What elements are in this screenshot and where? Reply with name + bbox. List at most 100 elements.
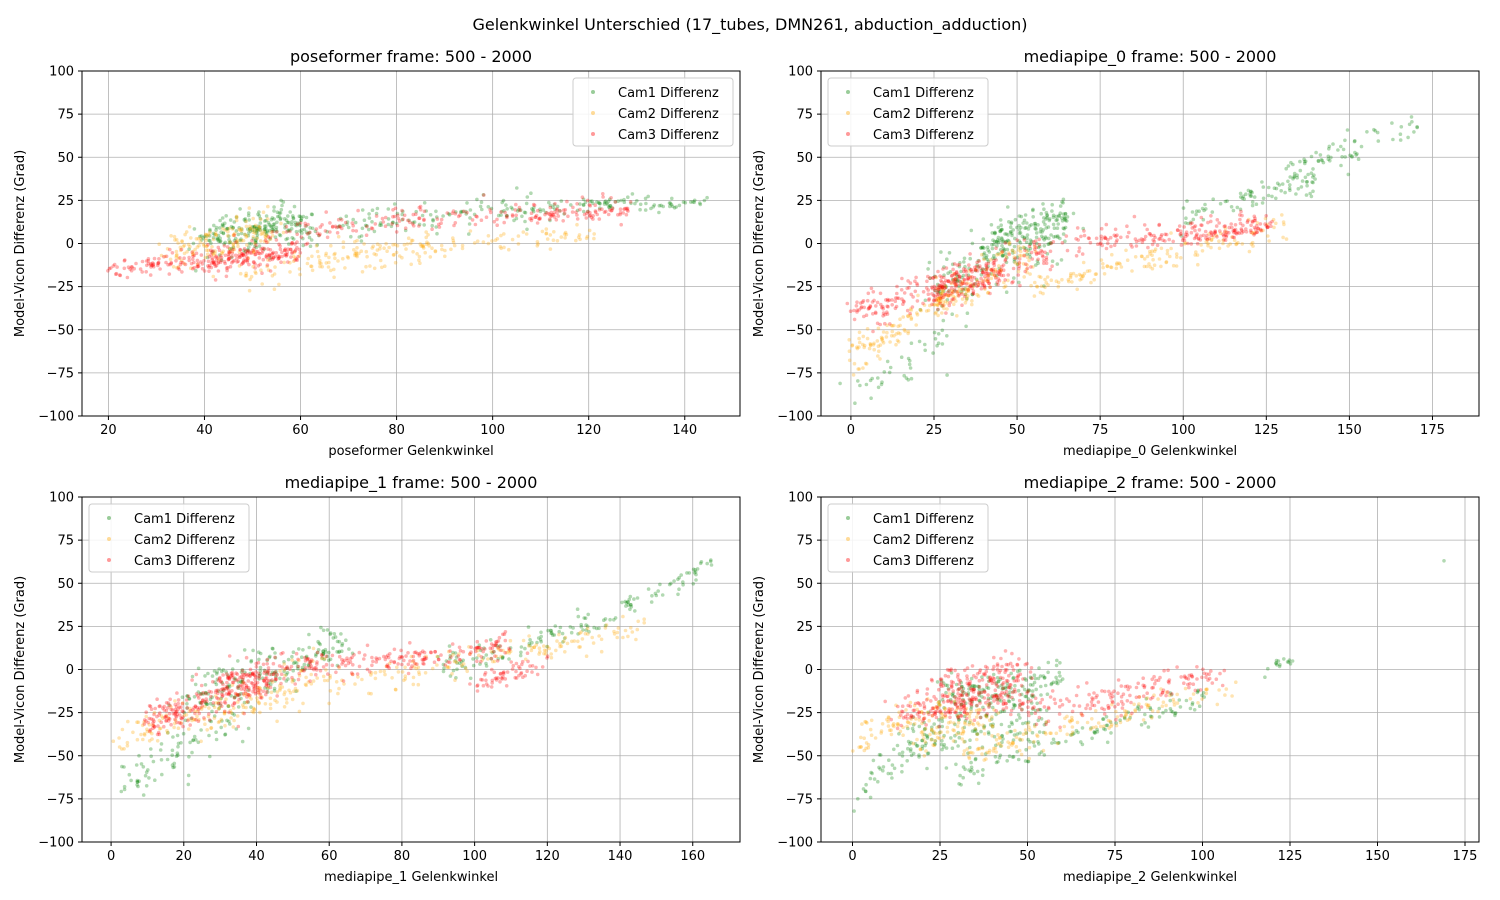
data-point: [152, 256, 157, 261]
data-point: [167, 272, 172, 276]
data-point: [268, 258, 272, 262]
data-point: [182, 243, 187, 248]
data-point: [584, 211, 589, 216]
data-point: [1140, 254, 1144, 259]
data-point: [120, 727, 125, 732]
data-point: [251, 260, 256, 264]
y-tick-label: −75: [47, 792, 74, 807]
data-point: [245, 249, 250, 253]
data-point: [499, 654, 503, 659]
data-point: [517, 673, 521, 678]
data-point: [216, 245, 221, 250]
data-point: [1304, 180, 1309, 184]
data-point: [923, 743, 927, 748]
data-point: [385, 663, 390, 667]
data-point: [276, 254, 281, 258]
data-point: [238, 271, 243, 276]
data-point: [936, 307, 940, 312]
data-point: [215, 238, 220, 242]
data-point: [267, 254, 272, 258]
data-point: [923, 348, 927, 353]
data-point: [1063, 212, 1068, 216]
data-point: [1042, 238, 1046, 242]
data-point: [315, 650, 320, 655]
data-point: [949, 286, 954, 290]
data-point: [918, 747, 923, 752]
data-point: [173, 238, 177, 242]
data-point: [192, 253, 196, 258]
data-point: [246, 726, 251, 731]
data-point: [514, 213, 518, 218]
data-point: [862, 345, 866, 350]
data-point: [692, 198, 697, 203]
data-point: [694, 578, 698, 582]
data-point: [331, 646, 335, 651]
data-point: [340, 643, 344, 648]
data-point: [1156, 709, 1160, 714]
data-point: [586, 209, 590, 214]
data-point: [265, 255, 269, 260]
data-point: [408, 659, 412, 663]
data-point: [698, 202, 703, 207]
data-point: [181, 244, 186, 249]
data-point: [191, 241, 196, 246]
data-point: [256, 660, 261, 665]
data-point: [1040, 253, 1045, 258]
data-point: [1036, 251, 1041, 255]
data-point: [571, 205, 575, 210]
data-point: [1047, 236, 1051, 241]
data-point: [214, 688, 218, 693]
data-point: [548, 212, 552, 217]
data-point: [878, 357, 882, 361]
data-point: [1327, 147, 1331, 151]
data-point: [367, 216, 372, 220]
data-point: [1200, 697, 1204, 701]
data-point: [1048, 241, 1053, 245]
data-point: [282, 260, 287, 265]
data-point: [861, 334, 866, 339]
data-point: [187, 255, 191, 260]
data-point: [225, 226, 230, 231]
data-point: [539, 639, 543, 644]
data-point: [934, 298, 938, 302]
x-axis-label: mediapipe_0 Gelenkwinkel: [1063, 444, 1237, 459]
data-point: [537, 646, 542, 650]
data-point: [1030, 730, 1035, 735]
data-point: [646, 587, 651, 591]
data-point: [270, 233, 275, 238]
data-point: [1009, 229, 1013, 234]
data-point: [314, 668, 319, 672]
data-point: [1088, 727, 1093, 732]
data-point: [518, 653, 523, 658]
data-point: [963, 287, 967, 291]
data-point: [881, 768, 885, 773]
data-point: [552, 210, 557, 215]
data-point: [908, 700, 913, 705]
data-point: [938, 274, 942, 278]
data-point: [273, 265, 277, 269]
data-point: [1004, 290, 1009, 295]
data-point: [140, 270, 144, 274]
data-point: [338, 216, 343, 221]
data-point: [538, 216, 542, 220]
data-point: [1000, 264, 1004, 269]
data-point: [1024, 694, 1029, 699]
data-point: [327, 701, 331, 706]
data-point: [1045, 275, 1050, 279]
data-point: [270, 227, 275, 232]
data-point: [520, 659, 525, 664]
data-point: [945, 725, 950, 730]
data-point: [170, 748, 175, 753]
data-point: [599, 637, 604, 642]
data-point: [234, 218, 239, 223]
data-point: [518, 208, 523, 212]
data-point: [1045, 692, 1050, 696]
data-point: [236, 232, 241, 237]
data-point: [145, 263, 149, 268]
data-point: [584, 623, 588, 627]
data-point: [151, 759, 156, 764]
data-point: [926, 292, 931, 297]
data-point: [183, 232, 187, 237]
data-point: [916, 293, 920, 298]
data-point: [411, 658, 416, 663]
